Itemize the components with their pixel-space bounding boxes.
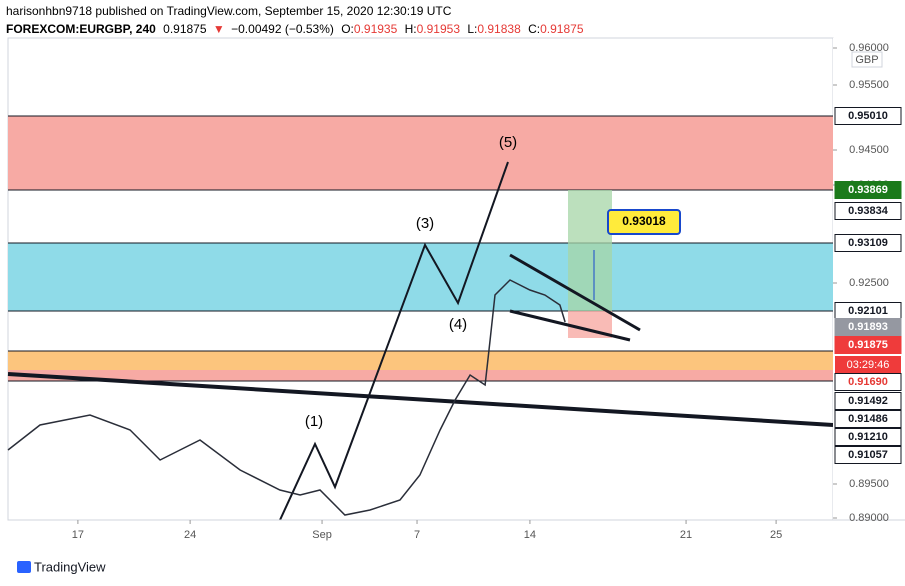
ohlc-key: H:	[405, 22, 417, 36]
level-label: 0.91893	[848, 321, 888, 333]
ohlc-value: 0.91875	[540, 22, 584, 36]
x-tick-label: 7	[414, 529, 420, 541]
ohlc-key: O:	[341, 22, 354, 36]
level-box	[834, 318, 902, 336]
wave-label: (1)	[305, 413, 323, 430]
level-label: 0.93109	[848, 237, 888, 249]
wedge-line	[509, 253, 641, 332]
level-box	[834, 181, 902, 199]
pink-zone	[8, 370, 833, 381]
brand: TradingView	[34, 559, 106, 574]
support-zone	[8, 243, 833, 311]
orange-zone	[8, 351, 833, 370]
target-box	[568, 190, 612, 311]
wedge-line	[509, 309, 631, 342]
currency-box	[851, 51, 883, 68]
symbol: FOREXCOM:EURGBP, 240	[6, 22, 156, 36]
x-tick-label: 21	[680, 529, 692, 541]
level-box	[834, 202, 902, 220]
level-label: 0.91210	[848, 431, 888, 443]
level-label: 0.92101	[848, 305, 888, 317]
trend-line	[7, 372, 834, 427]
level-label: 0.93869	[848, 184, 888, 196]
x-tick-label: 14	[524, 529, 536, 541]
level-label: 0.91486	[848, 413, 888, 425]
level-box	[834, 446, 902, 464]
level-box	[834, 428, 902, 446]
level-label: 0.95010	[848, 110, 888, 122]
level-label: 0.91057	[848, 449, 888, 461]
callout-label: 0.93018	[622, 214, 666, 228]
change-arrow: ▼	[213, 22, 225, 36]
logo	[17, 561, 31, 573]
x-tick-label: 17	[72, 529, 84, 541]
ohlc-key: L:	[467, 22, 477, 36]
callout-box	[607, 209, 681, 235]
x-tick-label: 25	[770, 529, 782, 541]
x-tick-label: 24	[184, 529, 196, 541]
level-label: 0.93834	[848, 205, 889, 217]
countdown: 03:29:46	[847, 359, 890, 371]
y-tick-label: 0.89500	[849, 478, 889, 490]
header-info: FOREXCOM:EURGBP, 240 0.91875 ▼ −0.00492 …	[6, 22, 584, 36]
level-box	[834, 373, 902, 391]
level-label: 0.91690	[848, 376, 888, 388]
y-tick-label: 0.89000	[849, 512, 889, 524]
change: −0.00492 (−0.53%)	[231, 22, 334, 36]
y-tick-label: 0.96000	[849, 42, 889, 54]
resistance-zone	[8, 116, 833, 190]
ohlc-value: 0.91953	[417, 22, 461, 36]
ohlc-key: C:	[528, 22, 540, 36]
elliott-wave	[279, 161, 509, 521]
price-line	[7, 279, 566, 516]
level-box	[834, 392, 902, 410]
y-tick-label: 0.94500	[849, 144, 889, 156]
level-lines	[8, 115, 833, 382]
currency: GBP	[855, 54, 878, 66]
wave-label: (5)	[499, 134, 517, 151]
wave-label: (4)	[449, 316, 467, 333]
level-label: 0.91492	[848, 395, 888, 407]
level-box	[834, 410, 902, 428]
wave-label: (3)	[416, 215, 434, 232]
y-tick-label: 0.95500	[849, 79, 889, 91]
level-box	[834, 234, 902, 252]
countdown-box	[835, 356, 901, 373]
header-title: harisonhbn9718 published on TradingView.…	[6, 4, 452, 18]
y-tick-label: 0.92500	[849, 277, 889, 289]
level-box	[834, 336, 902, 354]
level-box	[834, 107, 902, 125]
last-price: 0.91875	[163, 22, 207, 36]
ohlc-value: 0.91838	[477, 22, 521, 36]
ohlc-value: 0.91935	[354, 22, 398, 36]
x-tick-label: Sep	[312, 529, 332, 541]
level-label: 0.91875	[848, 339, 888, 351]
